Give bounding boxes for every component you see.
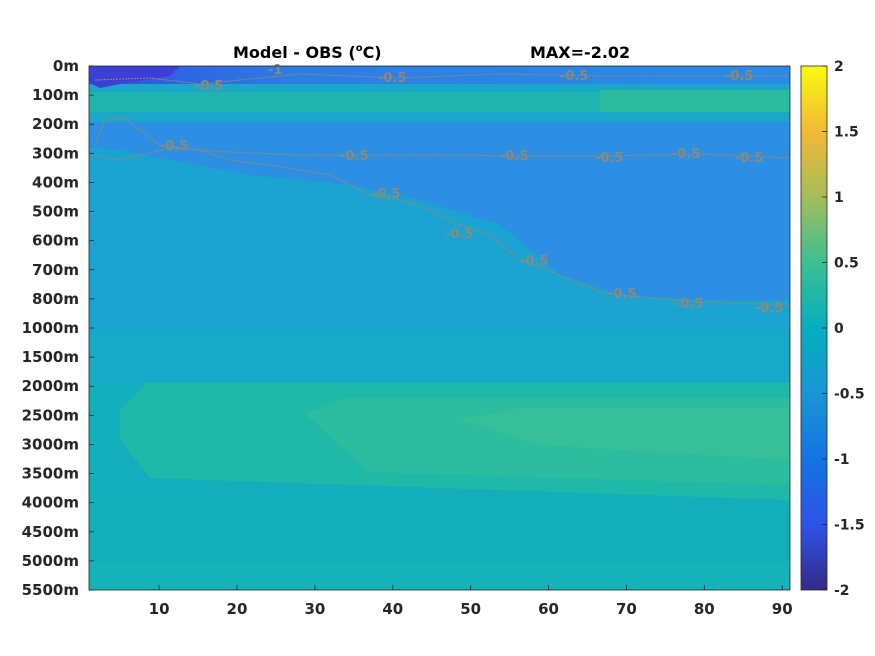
contour-label: -1 (268, 63, 282, 78)
contour-label: -0.5 (672, 147, 700, 162)
x-tick-label: 60 (538, 600, 559, 618)
contour-label: -0.5 (725, 69, 753, 84)
surface-cold-patch (92, 66, 180, 88)
colorbar-ticks: 2 1.5 1 0.5 0 -0.5 -1 -1.5 -2 (822, 59, 865, 599)
y-tick-label: 2500m (22, 406, 79, 424)
upper-negative-region (89, 110, 790, 300)
y-tick-label: 0m (53, 57, 79, 75)
contour-label: -0.5 (595, 151, 623, 166)
y-tick-label: 1500m (22, 348, 79, 366)
mid-depth-region (89, 150, 790, 330)
x-tick-label: 10 (149, 600, 170, 618)
x-tick-label: 40 (382, 600, 403, 618)
deep-warmest-region (460, 408, 790, 460)
contour-label: -0.5 (608, 287, 636, 302)
y-tick-label: 3500m (22, 465, 79, 483)
y-tick-label: 800m (32, 290, 79, 308)
contour-label: -0.5 (675, 297, 703, 312)
max-label: MAX=-2.02 (530, 43, 630, 62)
colorbar-tick-label: -0.5 (834, 387, 865, 403)
contour-label: -0.5 (560, 69, 588, 84)
band-1000-2000 (89, 328, 790, 383)
colorbar-tick-label: 1 (834, 190, 844, 206)
contour-label: -0.5 (378, 71, 406, 86)
chart-title: Model - OBS (oC) (233, 43, 382, 62)
chart-title-unit-sup: o (356, 43, 363, 54)
contour-line-upper-minus-0.5 (88, 147, 791, 161)
colorbar: 2 1.5 1 0.5 0 -0.5 -1 -1.5 -2 (800, 59, 865, 599)
y-tick-label: 400m (32, 173, 79, 191)
x-tick-label: 20 (227, 600, 248, 618)
colorbar-tick-label: -1 (834, 452, 850, 468)
contour-label: -0.5 (445, 227, 473, 242)
contour-label: -0.5 (160, 139, 188, 154)
y-tick-label: 4000m (22, 494, 79, 512)
colorbar-tick-label: 0.5 (834, 256, 859, 272)
colorbar-tick-label: 1.5 (834, 125, 859, 141)
x-axis-ticks: 10 20 30 40 50 60 70 80 90 (149, 585, 793, 618)
contour-labels: -0.5 -1 -0.5 -0.5 -0.5 -0.5 -0.5 -0.5 -0… (160, 63, 783, 316)
y-tick-label: 4500m (22, 523, 79, 541)
contour-label: -0.5 (340, 149, 368, 164)
heatmap-plot-area: -0.5 -1 -0.5 -0.5 -0.5 -0.5 -0.5 -0.5 -0… (88, 63, 791, 591)
y-tick-label: 3000m (22, 435, 79, 453)
colorbar-tick-label: -1.5 (834, 518, 865, 534)
band-4500-5000 (89, 500, 790, 562)
y-tick-label: 2000m (22, 377, 79, 395)
contour-label: -0.5 (755, 301, 783, 316)
band-bottom (89, 560, 790, 590)
contour-label: -0.5 (372, 187, 400, 202)
y-tick-label: 500m (32, 203, 79, 221)
contour-label: -0.5 (520, 254, 548, 269)
y-tick-label: 600m (32, 232, 79, 250)
surface-layer (89, 66, 790, 84)
y-tick-label: 300m (32, 144, 79, 162)
near-surface-band-east (600, 90, 790, 112)
x-tick-label: 90 (772, 600, 793, 618)
y-tick-label: 5500m (22, 581, 79, 599)
colorbar-tick-label: 2 (834, 59, 844, 75)
chart-title-text: Model - OBS ( (233, 43, 356, 62)
colorbar-tick-label: -2 (834, 583, 850, 599)
x-tick-label: 80 (694, 600, 715, 618)
x-tick-label: 70 (616, 600, 637, 618)
colorbar-tick-label: 0 (834, 321, 844, 337)
contour-line-surface (94, 73, 790, 85)
contour-label: -0.5 (735, 151, 763, 166)
x-tick-label: 30 (304, 600, 325, 618)
y-tick-label: 5000m (22, 552, 79, 570)
x-tick-label: 50 (460, 600, 481, 618)
y-tick-label: 1000m (22, 319, 79, 337)
contour-label: -0.5 (500, 149, 528, 164)
chart-title-unit: C) (363, 43, 382, 62)
contour-line-minus-0.5 (94, 117, 791, 306)
y-tick-label: 100m (32, 86, 79, 104)
y-tick-label: 700m (32, 261, 79, 279)
y-axis-ticks: 0m 100m 200m 300m 400m 500m 600m 700m 800m 1000m 1… (22, 57, 94, 599)
y-tick-label: 200m (32, 115, 79, 133)
contour-label: -0.5 (195, 79, 223, 94)
